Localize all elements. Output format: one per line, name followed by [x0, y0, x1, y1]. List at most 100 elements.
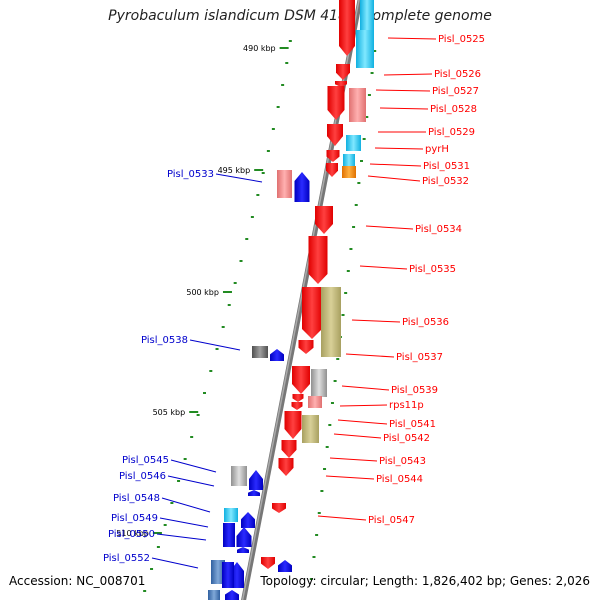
forward-gene-arrow	[302, 287, 322, 339]
forward-gene-label: Pisl_0529	[428, 127, 475, 138]
reverse-gene-label: Pisl_0538	[141, 335, 188, 346]
forward-label-leader	[383, 73, 433, 76]
reverse-gene-label: Pisl_0533	[167, 169, 214, 180]
gene-block	[342, 166, 356, 178]
reverse-gene-label: Pisl_0548	[113, 493, 160, 504]
forward-gene-label: Pisl_0537	[396, 352, 443, 363]
reverse-label-leader	[189, 339, 241, 351]
guide-dot	[354, 204, 358, 206]
forward-gene-label: Pisl_0527	[432, 86, 479, 97]
guide-dot	[256, 194, 260, 196]
kbp-tick-label: 500 kbp	[186, 288, 219, 297]
forward-label-leader	[387, 37, 437, 40]
guide-dot	[190, 436, 194, 438]
gene-block	[346, 135, 361, 151]
guide-dot	[156, 546, 160, 548]
guide-dot	[320, 490, 324, 492]
reverse-label-leader	[170, 459, 217, 473]
forward-label-leader	[374, 147, 424, 150]
gene-block	[360, 0, 374, 30]
forward-gene-arrow	[336, 64, 350, 80]
guide-dot	[239, 260, 243, 262]
reverse-gene-arrow	[248, 490, 260, 496]
guide-dot	[271, 128, 275, 130]
forward-gene-label: Pisl_0547	[368, 515, 415, 526]
forward-gene-label: Pisl_0544	[376, 474, 423, 485]
forward-label-leader	[359, 265, 408, 270]
reverse-gene-arrow	[237, 547, 249, 553]
guide-dot	[312, 556, 316, 558]
forward-gene-arrow	[308, 236, 328, 284]
forward-gene-label: Pisl_0539	[391, 385, 438, 396]
gene-block	[349, 88, 366, 122]
genome-summary: Topology: circular; Length: 1,826,402 bp…	[260, 574, 590, 588]
forward-gene-label: Pisl_0535	[409, 264, 456, 275]
forward-gene-label: Pisl_0525	[438, 34, 485, 45]
forward-label-leader	[375, 89, 431, 92]
guide-dot	[170, 502, 174, 504]
guide-dot	[349, 248, 353, 250]
forward-gene-arrow	[326, 163, 338, 177]
forward-label-leader	[369, 163, 422, 167]
forward-gene-arrow	[335, 81, 347, 87]
forward-label-leader	[339, 404, 388, 407]
guide-dot	[373, 50, 377, 52]
guide-dot	[281, 84, 285, 86]
forward-label-leader	[325, 475, 375, 480]
reverse-gene-label: Pisl_0546	[119, 471, 166, 482]
forward-label-leader	[337, 419, 388, 425]
gene-block	[311, 369, 327, 397]
forward-gene-label: Pisl_0543	[379, 456, 426, 467]
forward-gene-label: Pisl_0541	[389, 419, 436, 430]
gene-block	[211, 560, 225, 584]
guide-dot	[323, 468, 327, 470]
guide-dot	[309, 578, 313, 580]
forward-gene-arrow	[327, 86, 345, 120]
reverse-label-leader	[161, 497, 211, 513]
guide-dot	[266, 150, 270, 152]
forward-gene-arrow	[278, 458, 294, 476]
forward-label-leader	[341, 385, 390, 391]
gene-block	[277, 170, 292, 198]
forward-label-leader	[333, 433, 382, 439]
guide-dot	[370, 72, 374, 74]
guide-dot	[233, 282, 237, 284]
map-title: Pyrobaculum islandicum DSM 4184, complet…	[108, 8, 492, 24]
forward-gene-label: Pisl_0528	[430, 104, 477, 115]
guide-dot	[325, 446, 329, 448]
gene-block	[356, 30, 374, 68]
reverse-gene-arrow	[236, 527, 252, 547]
guide-dot	[215, 348, 219, 350]
guide-dot	[315, 534, 319, 536]
forward-label-leader	[367, 175, 421, 182]
forward-gene-arrow	[315, 206, 333, 234]
guide-dot	[285, 62, 289, 64]
reverse-gene-label: Pisl_0545	[122, 455, 169, 466]
forward-label-leader	[329, 457, 378, 462]
reverse-label-leader	[156, 533, 207, 541]
kbp-tick-label: 490 kbp	[243, 44, 276, 53]
forward-label-leader	[365, 225, 414, 230]
forward-gene-label: rps11p	[389, 400, 424, 411]
guide-dot	[367, 94, 371, 96]
gene-block	[223, 523, 235, 547]
guide-dot	[261, 172, 265, 174]
forward-gene-label: Pisl_0531	[423, 161, 470, 172]
guide-dot	[143, 590, 147, 592]
forward-gene-arrow	[292, 394, 304, 402]
guide-dot	[360, 160, 363, 162]
gene-block	[321, 287, 341, 357]
forward-gene-arrow	[326, 150, 340, 162]
forward-label-leader	[379, 107, 429, 110]
forward-label-leader	[345, 353, 395, 358]
guide-dot	[196, 414, 200, 416]
reverse-label-leader	[159, 517, 209, 528]
reverse-gene-label: Pisl_0549	[111, 513, 158, 524]
forward-gene-arrow	[284, 411, 302, 439]
guide-dot	[203, 392, 207, 394]
guide-dot	[365, 116, 369, 118]
guide-dot	[352, 226, 356, 228]
forward-gene-label: Pisl_0536	[402, 317, 449, 328]
forward-gene-arrow	[261, 557, 275, 569]
